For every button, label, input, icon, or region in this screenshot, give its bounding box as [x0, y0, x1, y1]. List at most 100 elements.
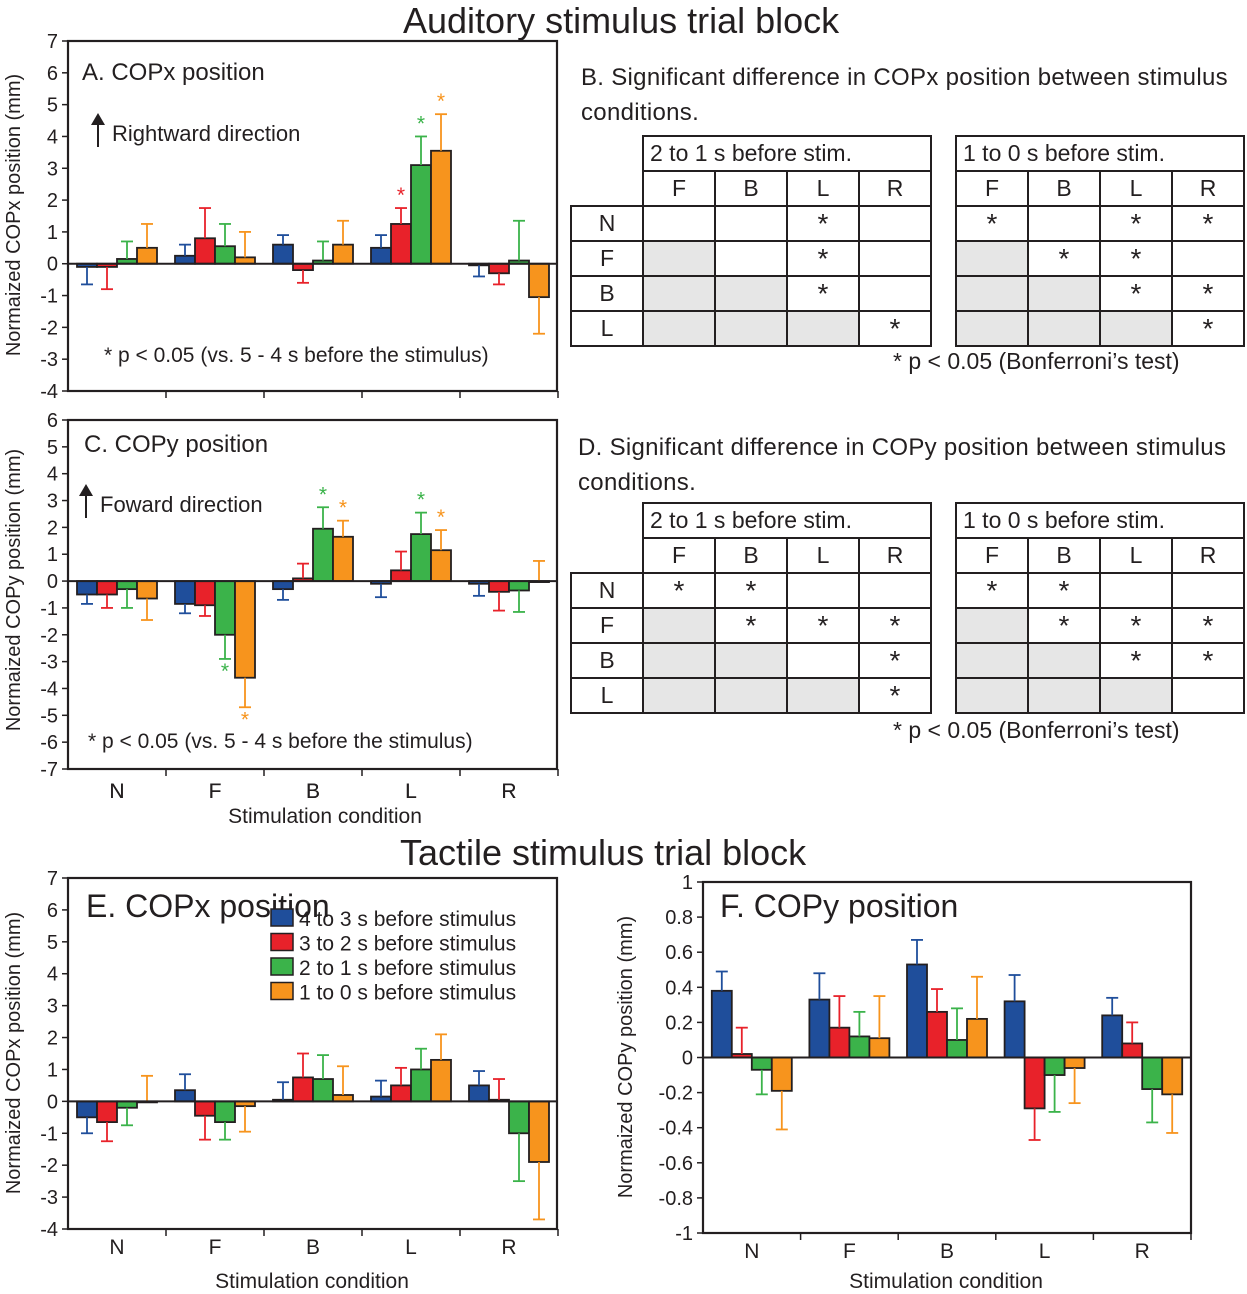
table-col-header: L	[786, 170, 860, 207]
bar-F-s1	[174, 254, 196, 265]
y-tick-label: 2	[47, 1028, 58, 1050]
y-tick-label: 2	[47, 190, 58, 212]
table-cell	[1171, 572, 1245, 609]
table-cell	[858, 275, 932, 312]
table-cell	[642, 310, 716, 347]
bar-B-s3	[312, 527, 334, 582]
bar-F-s4	[234, 580, 256, 679]
table-cell: *	[1027, 240, 1101, 277]
table-cell	[1027, 642, 1101, 679]
x-tick-label: B	[306, 1236, 320, 1259]
y-tick-label: -4	[40, 678, 58, 700]
chart-title: F. COPy position	[720, 888, 958, 924]
y-tick-label: -0.6	[659, 1153, 693, 1175]
table-col-header: B	[714, 170, 788, 207]
bar-L-s4	[430, 1058, 452, 1103]
bar-B-s4	[332, 535, 354, 582]
bar-F-s2	[194, 237, 216, 265]
chart-frame	[66, 876, 559, 1231]
x-tick-label: R	[501, 780, 516, 803]
bar-L-s2	[390, 1084, 412, 1103]
table-cell	[642, 607, 716, 644]
bar-F-s2	[828, 1026, 851, 1059]
legend-label: 2 to 1 s before stimulus	[299, 957, 516, 980]
table-period-header: 2 to 1 s before stim.	[642, 502, 932, 539]
chart-footnote: * p < 0.05 (vs. 5 - 4 s before the stimu…	[88, 730, 473, 753]
table-cell	[1027, 310, 1101, 347]
y-tick-label: 7	[47, 31, 58, 53]
bar-L-s3	[410, 1068, 432, 1103]
x-tick-label: N	[109, 1236, 124, 1259]
table-cell	[955, 607, 1029, 644]
x-tick-label: R	[501, 780, 516, 803]
chart-title: A. COPx position	[82, 59, 265, 86]
table-cell	[786, 642, 860, 679]
bar-B-s2	[292, 1076, 314, 1103]
table-col-header: F	[955, 537, 1029, 574]
x-tick-label: L	[405, 780, 417, 803]
table-cell	[786, 310, 860, 347]
y-tick-label: -6	[40, 732, 58, 754]
bar-L-s4	[430, 549, 452, 582]
table-cell	[858, 205, 932, 242]
table-cell	[642, 677, 716, 714]
table-cell	[714, 677, 788, 714]
significance-marker: *	[319, 483, 327, 506]
y-tick-label: 0	[682, 1048, 693, 1070]
y-tick-label: 7	[47, 868, 58, 890]
table-cell: *	[858, 677, 932, 714]
table-b-caption: B. Significant difference in COPx positi…	[581, 64, 1228, 126]
table-row-header: N	[570, 572, 644, 609]
table-cell: *	[786, 205, 860, 242]
x-tick-label: B	[940, 1240, 954, 1263]
legend-swatch	[270, 932, 294, 952]
x-tick-label: B	[306, 780, 320, 803]
bar-B-s2	[926, 1010, 948, 1059]
bar-R-s4	[528, 1100, 550, 1163]
table-cell	[955, 677, 1029, 714]
up-arrow-head-icon	[79, 484, 93, 496]
table-col-header: R	[1171, 537, 1245, 574]
y-tick-label: 4	[47, 964, 58, 986]
direction-note: Rightward direction	[112, 121, 300, 146]
bar-N-s3	[750, 1056, 773, 1071]
bar-F-s1	[174, 1089, 196, 1103]
chart-C: 6 5 4 3 2 1 0 -1 -2 -3 -4 -5 -6 -7 N F * * B * * L * * R C. COPy …	[3, 410, 559, 828]
bar-B-s1	[272, 580, 294, 591]
table-cell: *	[714, 572, 788, 609]
bar-L-s3	[410, 164, 432, 265]
x-tick-label: F	[209, 1236, 222, 1259]
table-cell	[858, 572, 932, 609]
y-tick-label: 1	[682, 872, 693, 894]
table-col-header: B	[1027, 170, 1101, 207]
table-cell	[955, 642, 1029, 679]
table-cell: *	[1027, 607, 1101, 644]
y-tick-label: 0.2	[665, 1012, 693, 1034]
y-tick-label: -0.8	[659, 1188, 693, 1210]
significance-marker: *	[417, 489, 425, 512]
y-axis-label: Normaized COPy position (mm)	[3, 449, 25, 731]
y-tick-label: 4	[47, 126, 58, 148]
table-cell	[1171, 240, 1245, 277]
table-cell	[955, 310, 1029, 347]
table-d-caption: D. Significant difference in COPy positi…	[578, 434, 1227, 496]
chart-A: 7 6 5 4 3 2 1 0 -1 -2 -3 -4 N F B L * * * R A. COPx position…	[3, 31, 559, 803]
table-cell	[642, 275, 716, 312]
legend-label: 4 to 3 s before stimulus	[299, 908, 516, 931]
table-cell	[1099, 677, 1173, 714]
table-d-note: * p < 0.05 (Bonferroni’s test)	[893, 717, 1180, 743]
table-cell	[955, 240, 1029, 277]
table-cell: *	[1099, 275, 1173, 312]
table-col-header: L	[1099, 170, 1173, 207]
bar-B-s3	[312, 1078, 334, 1103]
table-col-header: R	[858, 170, 932, 207]
significance-marker: *	[437, 506, 445, 529]
tactile-block-title: Tactile stimulus trial block	[400, 832, 807, 873]
y-tick-label: 6	[47, 63, 58, 85]
table-cell: *	[1099, 607, 1173, 644]
table-cell: *	[642, 572, 716, 609]
y-tick-label: -5	[40, 705, 58, 727]
table-cell: *	[955, 205, 1029, 242]
y-tick-label: -2	[40, 1155, 58, 1177]
table-cell	[642, 205, 716, 242]
